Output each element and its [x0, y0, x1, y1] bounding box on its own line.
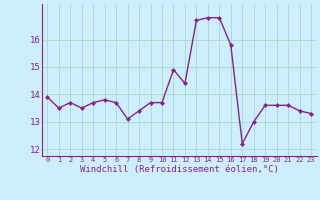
X-axis label: Windchill (Refroidissement éolien,°C): Windchill (Refroidissement éolien,°C)	[80, 165, 279, 174]
